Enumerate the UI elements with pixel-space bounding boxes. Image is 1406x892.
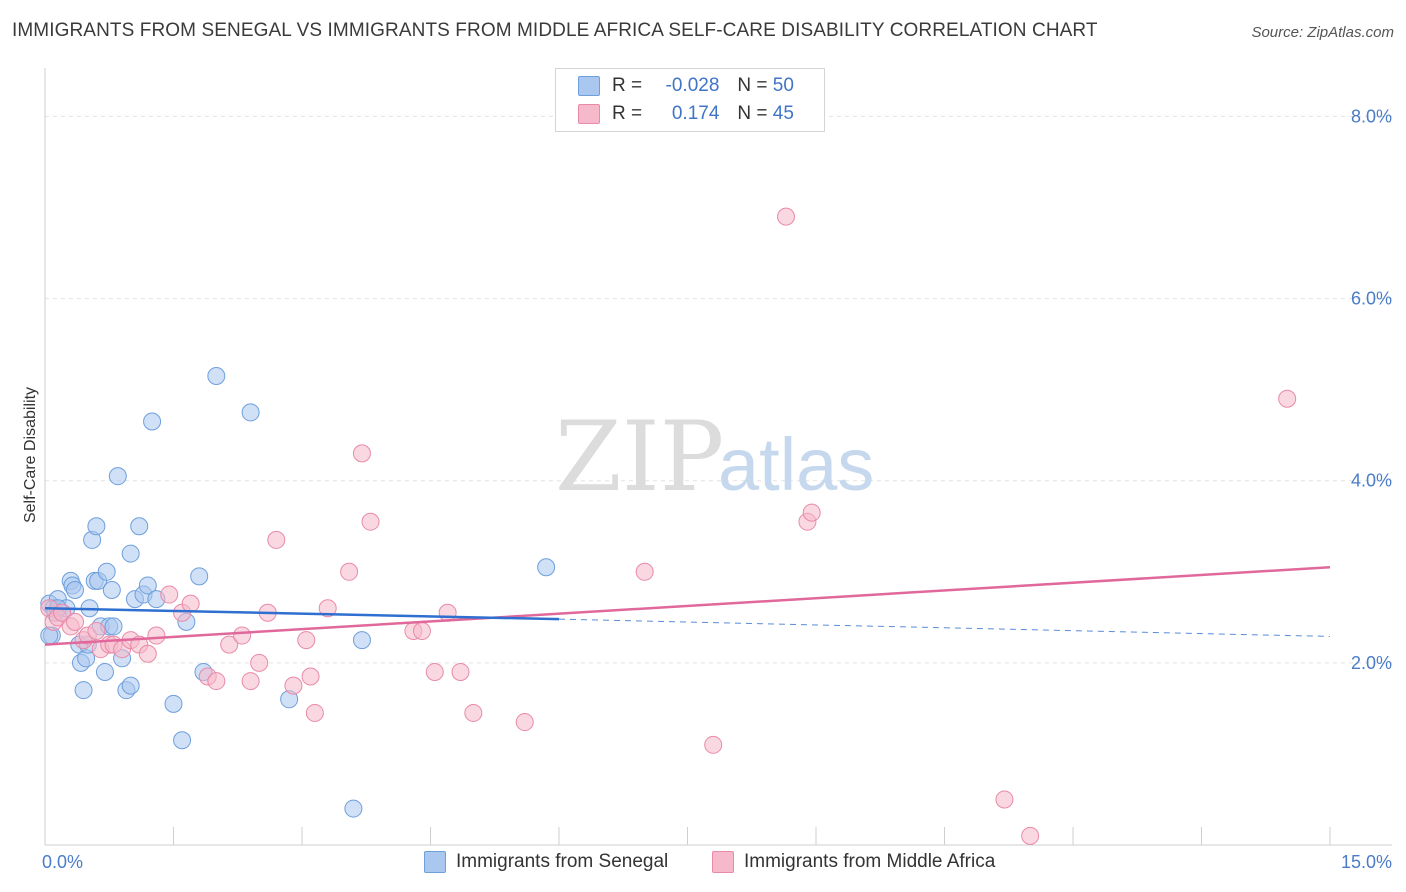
middle-africa-point [241, 672, 260, 691]
legend-swatch-pink [578, 104, 600, 124]
senegal-point [121, 676, 140, 695]
senegal-trend-extension [558, 618, 1331, 637]
senegal-point [164, 694, 183, 713]
y-tick-label: 8.0% [1351, 106, 1392, 126]
middle-africa-point [297, 631, 316, 650]
middle-africa-point [87, 621, 106, 640]
middle-africa-point [635, 562, 654, 581]
middle-africa-point [147, 626, 166, 645]
senegal-point [102, 581, 121, 599]
middle-africa-points [40, 207, 1297, 845]
senegal-point [241, 403, 260, 422]
legend-item-middle-africa: Immigrants from Middle Africa [712, 851, 995, 873]
x-max-label: 15.0% [1340, 852, 1392, 872]
legend-r-label: R = [612, 103, 643, 124]
legend-n-value: 50 [772, 75, 794, 96]
senegal-point [537, 558, 556, 577]
middle-africa-point [267, 530, 286, 549]
middle-africa-point [352, 444, 371, 463]
middle-africa-point [802, 503, 821, 522]
senegal-point [207, 366, 226, 385]
senegal-point [130, 517, 149, 536]
middle-africa-point [181, 594, 200, 613]
middle-africa-point [160, 585, 179, 604]
axes [44, 68, 1392, 846]
senegal-point [173, 731, 192, 750]
middle-africa-point [1021, 826, 1040, 845]
middle-africa-point [412, 621, 431, 640]
y-tick-label: 4.0% [1351, 471, 1392, 491]
middle-africa-point [464, 703, 483, 722]
senegal-point [138, 576, 157, 595]
senegal-point [95, 662, 114, 681]
x-min-label: 0.0% [42, 852, 84, 872]
watermark-atlas: atlas [718, 423, 874, 506]
stats-legend: R = -0.028 N = 50 R = 0.174 N = 45 [555, 68, 825, 132]
middle-africa-point [361, 512, 380, 531]
senegal-point [143, 412, 162, 431]
senegal-point [352, 631, 371, 650]
legend-item-senegal: Immigrants from Senegal [424, 851, 668, 873]
y-tick-label: 2.0% [1351, 653, 1392, 673]
middle-africa-point [340, 562, 359, 581]
legend-row-middle-africa: R = 0.174 N = 45 [578, 101, 794, 127]
middle-africa-point [515, 713, 534, 732]
legend-swatch-pink [712, 851, 734, 873]
legend-n-value: 45 [772, 103, 794, 124]
middle-africa-point [305, 703, 324, 722]
senegal-point [65, 581, 84, 599]
middle-africa-point [425, 662, 444, 681]
middle-africa-point [1278, 389, 1297, 408]
legend-n-label: N = [737, 103, 768, 124]
middle-africa-point [233, 626, 252, 645]
middle-africa-point [250, 653, 269, 672]
senegal-point [108, 467, 127, 486]
y-tick-label: 6.0% [1351, 289, 1392, 309]
legend-r-label: R = [612, 75, 643, 96]
senegal-point [104, 617, 123, 636]
middle-africa-trend-line [44, 565, 1331, 646]
senegal-points [40, 366, 556, 818]
senegal-point [190, 567, 209, 586]
middle-africa-point [704, 735, 723, 754]
source-label: Source: ZipAtlas.com [1251, 24, 1394, 41]
chart-title: IMMIGRANTS FROM SENEGAL VS IMMIGRANTS FR… [12, 20, 1098, 41]
middle-africa-point [451, 662, 470, 681]
y-axis-title: Self-Care Disability [22, 387, 39, 523]
legend-n-label: N = [737, 75, 768, 96]
middle-africa-point [207, 672, 226, 691]
middle-africa-point [777, 207, 796, 226]
y-tick-labels: 2.0% 4.0% 6.0% 8.0% [1351, 106, 1392, 672]
legend-swatch-blue [424, 851, 446, 873]
legend-label-middle-africa: Immigrants from Middle Africa [744, 851, 996, 872]
legend-r-value: 0.174 [671, 103, 720, 124]
middle-africa-point [220, 635, 239, 654]
middle-africa-point [995, 790, 1014, 809]
middle-africa-point [438, 603, 457, 622]
legend-swatch-blue [578, 76, 600, 96]
legend-label-senegal: Immigrants from Senegal [456, 851, 669, 872]
senegal-point [87, 517, 106, 536]
middle-africa-point [318, 599, 337, 618]
watermark: ZIP atlas [555, 401, 874, 513]
senegal-trend-line [44, 606, 560, 621]
legend-row-senegal: R = -0.028 N = 50 [578, 73, 794, 99]
watermark-zip: ZIP [555, 401, 724, 513]
senegal-point [97, 562, 116, 581]
senegal-point [121, 544, 140, 563]
gridlines [45, 115, 1392, 664]
senegal-point [74, 681, 93, 700]
senegal-point [344, 799, 363, 818]
middle-africa-point [65, 612, 84, 631]
middle-africa-point [301, 667, 320, 686]
middle-africa-point [284, 676, 303, 695]
middle-africa-point [138, 644, 157, 663]
trend-lines [44, 565, 1331, 646]
legend-r-value: -0.028 [665, 75, 720, 96]
